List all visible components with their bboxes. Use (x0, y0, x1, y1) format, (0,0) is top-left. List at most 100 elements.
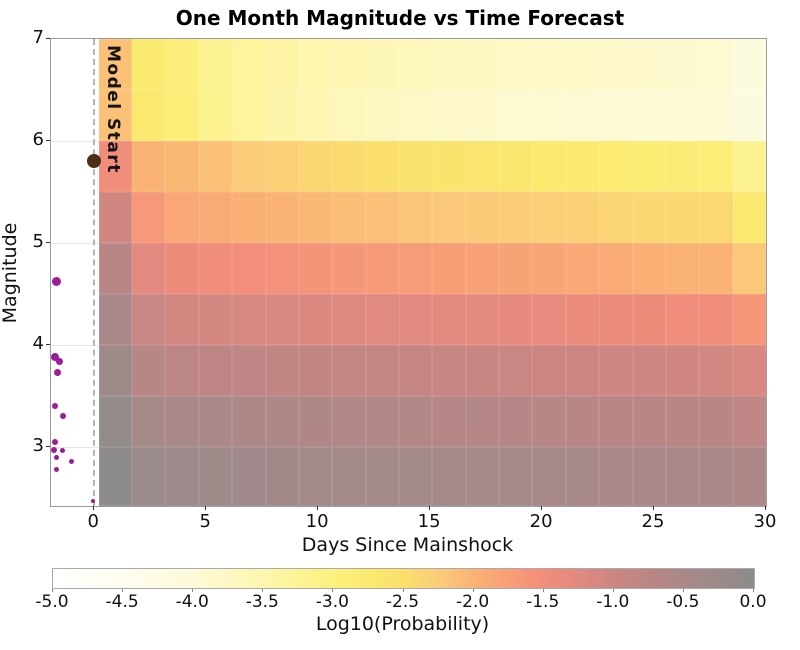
heatmap-cell (499, 344, 533, 396)
heatmap-cell (332, 344, 366, 396)
heatmap-cell (432, 395, 466, 447)
heatmap-cell (332, 293, 366, 345)
y-tick-mark (46, 445, 50, 447)
heatmap-cell (298, 140, 333, 192)
heatmap-cell (232, 140, 266, 192)
colorbar-tick-label: -4.0 (175, 592, 209, 612)
heatmap-cell (532, 191, 566, 243)
heatmap-cell (665, 446, 700, 506)
heatmap-cell (165, 344, 199, 396)
heatmap-cell (432, 140, 466, 192)
heatmap-cell (165, 191, 199, 243)
x-tick-label: 10 (305, 511, 329, 532)
heatmap-cell (465, 39, 500, 90)
x-tick-mark (429, 506, 431, 510)
heatmap-cell (398, 242, 433, 294)
heatmap-cell (432, 293, 466, 345)
colorbar (52, 568, 755, 589)
y-tick-label: 4 (32, 332, 44, 354)
heatmap-cell (332, 89, 366, 141)
heatmap-cell (332, 140, 366, 192)
heatmap-cell (699, 140, 733, 192)
heatmap-cell (132, 191, 166, 243)
heatmap-cell (632, 39, 666, 90)
x-tick-label: 5 (199, 511, 211, 532)
heatmap-cell (665, 242, 700, 294)
heatmap-cell (98, 140, 133, 192)
y-tick-label: 3 (32, 434, 44, 456)
heatmap-cell (599, 191, 633, 243)
chart-title: One Month Magnitude vs Time Forecast (175, 6, 625, 30)
model-start-line (93, 39, 96, 506)
heatmap-cell (632, 242, 666, 294)
observed-event-dot (51, 277, 61, 287)
heatmap-cell (732, 140, 766, 192)
x-tick-label: 15 (417, 511, 441, 532)
heatmap-cell (132, 344, 166, 396)
heatmap-cell (365, 395, 399, 447)
heatmap-cell (499, 140, 533, 192)
heatmap-cell (98, 395, 133, 447)
heatmap-cell (365, 242, 399, 294)
heatmap-cell (499, 242, 533, 294)
observed-event-dot (59, 448, 65, 454)
heatmap-cell (98, 39, 133, 90)
heatmap-cell (165, 89, 199, 141)
heatmap-cell (665, 344, 700, 396)
colorbar-tick-label: -0.5 (666, 592, 700, 612)
heatmap-cell (265, 446, 299, 506)
observed-event-dot (51, 353, 59, 362)
colorbar-tick-label: -4.5 (105, 592, 139, 612)
heatmap-cell (732, 344, 766, 396)
heatmap-cell (232, 39, 266, 90)
heatmap-cell (532, 140, 566, 192)
heatmap-cell (198, 39, 233, 90)
heatmap-cell (398, 344, 433, 396)
heatmap-cell (732, 89, 766, 141)
colorbar-tick-mark (332, 589, 334, 592)
heatmap-cell (732, 39, 766, 90)
heatmap-cell (599, 39, 633, 90)
heatmap-cell (565, 344, 600, 396)
heatmap-cell (132, 140, 166, 192)
heatmap-cell (365, 191, 399, 243)
heatmap-cell (165, 293, 199, 345)
heatmap-cell (265, 89, 299, 141)
heatmap-cell (699, 191, 733, 243)
colorbar-tick-mark (402, 589, 404, 592)
x-tick-mark (541, 506, 543, 510)
heatmap-cell (98, 89, 133, 141)
y-tick-label: 6 (32, 129, 44, 150)
x-tick-mark (93, 506, 95, 510)
heatmap-cell (198, 140, 233, 192)
heatmap-cell (599, 140, 633, 192)
heatmap-cell (398, 191, 433, 243)
heatmap-cell (398, 446, 433, 506)
observed-event-dot (54, 368, 62, 376)
heatmap-cell (665, 140, 700, 192)
observed-event-dot (52, 403, 58, 410)
heatmap-cell (599, 344, 633, 396)
heatmap-cell (699, 395, 733, 447)
heatmap-cell (465, 140, 500, 192)
heatmap-cell (198, 344, 233, 396)
heatmap-cell (232, 446, 266, 506)
heatmap-cell (98, 344, 133, 396)
heatmap-cell (465, 293, 500, 345)
heatmap-cell (132, 293, 166, 345)
heatmap-cell (298, 242, 333, 294)
heatmap-cell (232, 344, 266, 396)
heatmap-cell (499, 446, 533, 506)
x-tick-mark (205, 506, 207, 510)
y-tick-mark (46, 241, 50, 243)
x-axis-label: Days Since Mainshock (301, 534, 514, 556)
x-tick-mark (653, 506, 654, 510)
heatmap-cell (499, 293, 533, 345)
colorbar-tick-mark (472, 589, 474, 592)
heatmap-cell (298, 89, 333, 141)
colorbar-tick-mark (192, 589, 194, 592)
heatmap-cell (565, 89, 600, 141)
heatmap-cell (265, 191, 299, 243)
heatmap-cell (398, 39, 433, 90)
heatmap-cell (398, 89, 433, 141)
